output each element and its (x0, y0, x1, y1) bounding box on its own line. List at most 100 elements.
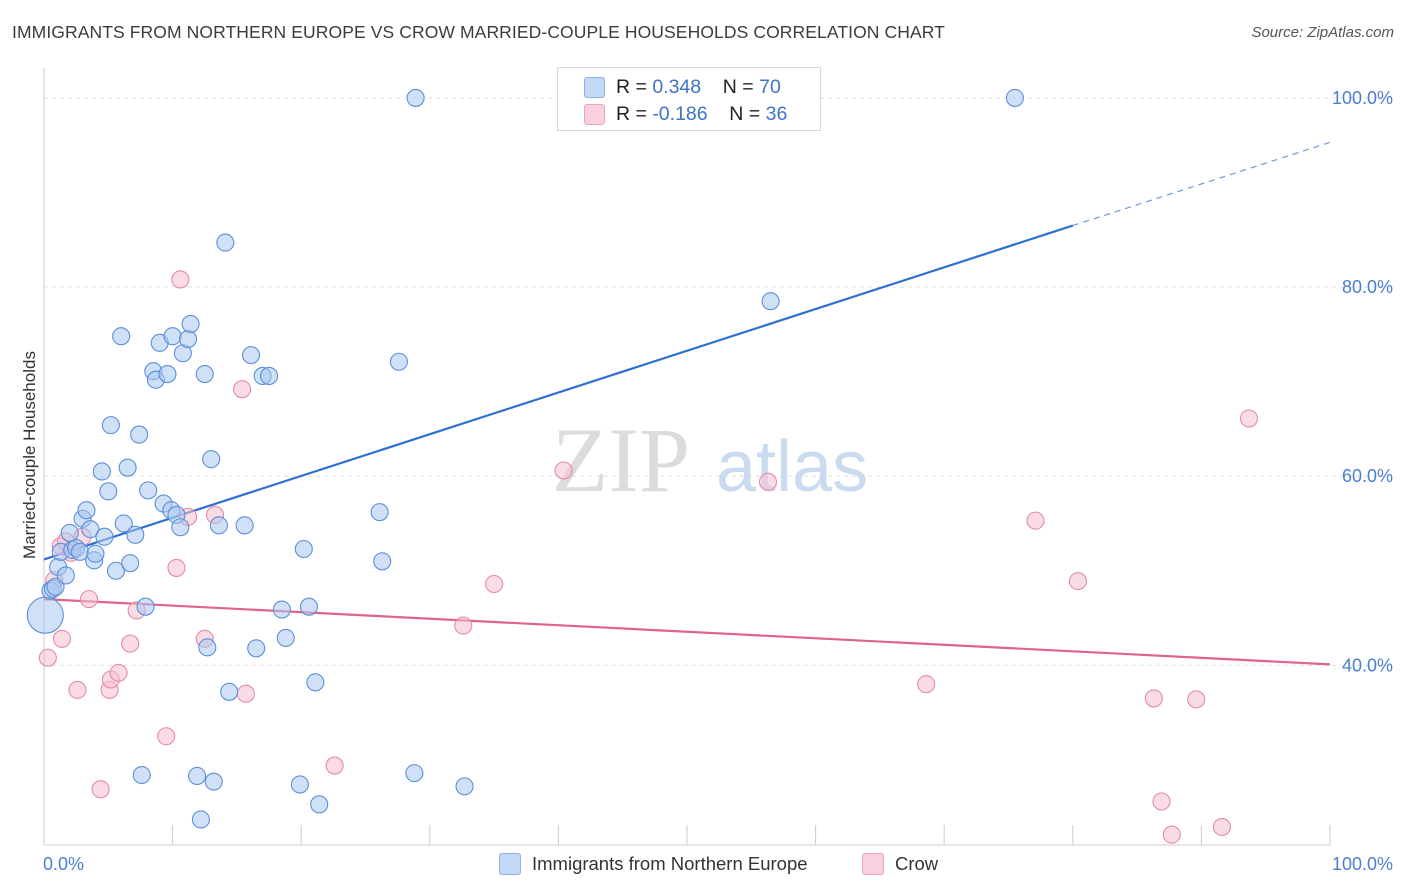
point-immigrants (241, 346, 261, 365)
point-crow (485, 574, 504, 594)
point-immigrants (276, 628, 295, 647)
point-crow (109, 663, 128, 682)
point-crow (1239, 409, 1259, 428)
point-immigrants (235, 516, 254, 535)
point-crow (79, 590, 99, 609)
point-immigrants (310, 795, 329, 814)
point-immigrants (405, 764, 424, 783)
point-crow (758, 472, 778, 491)
point-immigrants (112, 327, 131, 346)
point-crow (91, 780, 110, 799)
legend-r-label: R = (616, 76, 647, 98)
source-credit: Source: ZipAtlas.com (1251, 24, 1394, 41)
point-immigrants (191, 810, 210, 829)
point-immigrants (389, 352, 408, 371)
trend-line-immigrants-extension (1072, 141, 1331, 227)
point-crow (167, 558, 186, 577)
legend-n-label: N = (722, 76, 754, 98)
point-crow (1212, 817, 1232, 837)
point-immigrants (158, 365, 177, 384)
point-immigrants (77, 501, 96, 520)
point-immigrants (99, 482, 118, 501)
point-immigrants (81, 520, 100, 539)
point-immigrants (86, 544, 105, 563)
point-crow (52, 629, 72, 648)
point-immigrants (294, 539, 313, 559)
legend-r-value: 0.348 (652, 76, 702, 98)
point-immigrants (259, 366, 279, 385)
point-immigrants (272, 600, 291, 619)
point-immigrants (761, 292, 780, 311)
trend-line-crow (43, 598, 1331, 666)
point-immigrants (171, 518, 190, 537)
series-swatch-blue (499, 853, 521, 875)
legend-r-label: R = (616, 103, 647, 125)
point-immigrants (202, 450, 221, 469)
point-crow (554, 461, 573, 480)
point-crow (1068, 572, 1087, 591)
point-immigrants (178, 330, 198, 349)
point-crow (236, 684, 255, 703)
legend-swatch-pink (584, 104, 605, 125)
point-immigrants (195, 365, 214, 384)
legend-n-label: N = (729, 103, 761, 125)
y-axis-label: Married-couple Households (20, 351, 39, 559)
point-immigrants (26, 596, 64, 634)
point-immigrants (95, 527, 114, 546)
point-immigrants (163, 327, 182, 346)
stats-legend: R = 0.348 N = 70 R = -0.186 N = 36 (557, 67, 821, 131)
point-immigrants (130, 425, 149, 444)
chart-title: IMMIGRANTS FROM NORTHERN EUROPE VS CROW … (12, 22, 945, 42)
point-immigrants (56, 566, 75, 585)
point-immigrants (136, 597, 155, 616)
point-immigrants (126, 525, 145, 544)
x-tick-label-max: 100.0% (1332, 854, 1393, 874)
legend-n-value: 70 (759, 76, 781, 98)
point-immigrants (106, 561, 126, 580)
point-crow (38, 648, 57, 667)
y-tick-label: 40.0% (1342, 655, 1393, 675)
point-crow (171, 270, 190, 289)
data-points (26, 88, 1259, 844)
point-crow (454, 616, 473, 635)
point-immigrants (370, 503, 389, 522)
point-immigrants (139, 481, 158, 500)
trend-line-immigrants (43, 224, 1074, 561)
watermark-zip: ZIP (552, 409, 690, 511)
point-crow (917, 675, 936, 694)
point-immigrants (373, 552, 392, 571)
point-immigrants (299, 597, 318, 616)
point-crow (157, 727, 176, 746)
y-tick-label: 60.0% (1342, 466, 1393, 486)
point-immigrants (1005, 88, 1024, 107)
y-tick-label: 100.0% (1332, 88, 1393, 108)
point-immigrants (60, 523, 79, 542)
point-immigrants (204, 772, 223, 791)
axes (43, 68, 1331, 846)
legend-r-value: -0.186 (652, 103, 708, 125)
point-crow (1162, 825, 1181, 844)
point-immigrants (209, 516, 228, 535)
point-crow (1187, 690, 1206, 709)
point-immigrants (46, 577, 65, 596)
watermark: ZIP atlas (552, 409, 868, 511)
point-immigrants (455, 777, 474, 796)
point-crow (232, 380, 252, 399)
point-crow (1152, 792, 1171, 811)
point-immigrants (121, 554, 140, 573)
point-immigrants (290, 775, 309, 794)
point-immigrants (220, 682, 239, 701)
point-crow (1026, 511, 1045, 530)
point-immigrants (247, 639, 266, 658)
point-crow (68, 680, 87, 699)
series-swatch-pink (862, 853, 884, 875)
series-legend: Immigrants from Northern Europe Crow (0, 852, 1406, 878)
point-immigrants (92, 462, 111, 481)
point-immigrants (114, 514, 133, 533)
point-immigrants (118, 458, 137, 477)
x-tick-label-min: 0.0% (43, 854, 84, 874)
point-crow (1144, 689, 1163, 708)
point-immigrants (187, 766, 207, 786)
series-name-immigrants: Immigrants from Northern Europe (532, 853, 808, 874)
